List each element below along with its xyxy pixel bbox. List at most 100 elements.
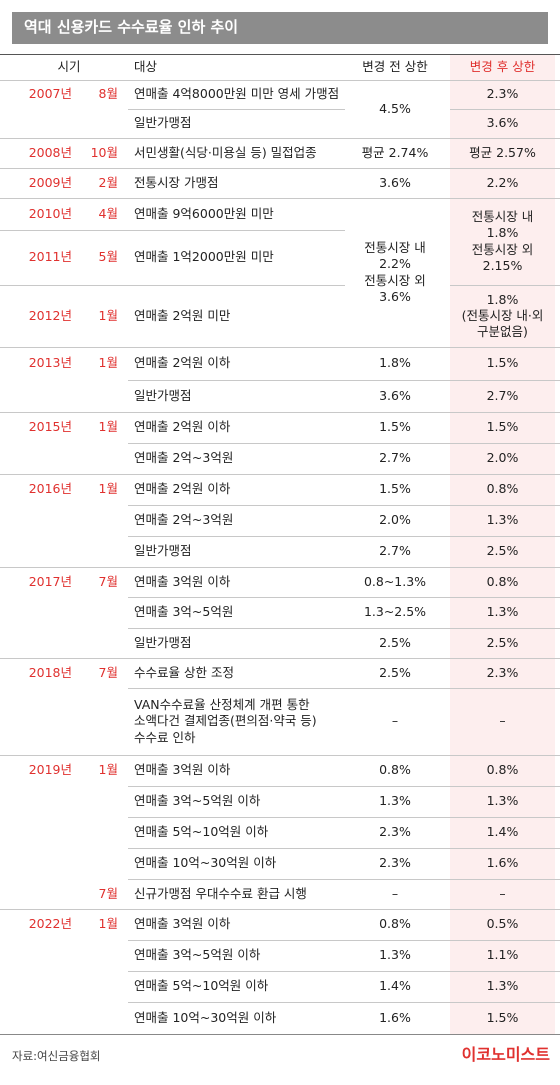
header-cell: 변경 후 상한 bbox=[469, 59, 536, 75]
row-rule bbox=[0, 658, 128, 659]
source: 자료:여신금융협회 bbox=[12, 1048, 101, 1063]
row-rule bbox=[128, 879, 345, 880]
row-rule bbox=[345, 879, 450, 880]
after: 2.0% bbox=[486, 450, 519, 466]
row-rule bbox=[450, 474, 560, 475]
after: 0.8% bbox=[486, 481, 519, 497]
row-rule bbox=[450, 412, 560, 413]
after: 1.3% bbox=[486, 978, 519, 994]
row-rule bbox=[128, 109, 345, 110]
after: 평균 2.57% bbox=[469, 144, 536, 160]
after: 2.5% bbox=[486, 543, 519, 559]
target: 연매출 2억원 이하 bbox=[134, 355, 231, 371]
row-rule bbox=[128, 168, 345, 169]
row-rule bbox=[450, 971, 560, 972]
row-rule bbox=[450, 285, 560, 286]
row-rule bbox=[345, 597, 450, 598]
row-rule bbox=[450, 688, 560, 689]
row-rule bbox=[345, 971, 450, 972]
target: 연매출 5억~10억원 이하 bbox=[134, 978, 269, 994]
month: 10월 bbox=[90, 144, 118, 160]
row-rule bbox=[345, 848, 450, 849]
year: 2007년 bbox=[28, 86, 72, 102]
row-rule bbox=[345, 817, 450, 818]
row-rule bbox=[128, 597, 345, 598]
row-rule bbox=[345, 443, 450, 444]
after: 1.5% bbox=[486, 419, 519, 435]
target: 전통시장 가맹점 bbox=[134, 174, 219, 190]
row-rule bbox=[128, 567, 345, 568]
row-rule bbox=[0, 138, 128, 139]
row-rule bbox=[450, 597, 560, 598]
row-rule bbox=[345, 138, 450, 139]
top-rule bbox=[0, 54, 560, 55]
title-bar bbox=[12, 12, 548, 44]
row-rule bbox=[128, 380, 345, 381]
month: 7월 bbox=[98, 573, 118, 589]
before: 1.5% bbox=[379, 481, 411, 497]
target: 서민생활(식당·미용실 등) 밀접업종 bbox=[134, 144, 317, 160]
month: 5월 bbox=[98, 249, 118, 265]
year: 2022년 bbox=[28, 916, 72, 932]
row-rule bbox=[450, 168, 560, 169]
before: 3.6% bbox=[379, 174, 411, 190]
before: 4.5% bbox=[379, 100, 411, 116]
before: – bbox=[391, 713, 399, 729]
before: 1.4% bbox=[379, 978, 411, 994]
row-rule bbox=[345, 786, 450, 787]
row-rule bbox=[450, 138, 560, 139]
before: 2.3% bbox=[379, 824, 411, 840]
before: 2.3% bbox=[379, 855, 411, 871]
target: 연매출 3억~5억원 이하 bbox=[134, 793, 261, 809]
after: 0.8% bbox=[486, 573, 519, 589]
row-rule bbox=[128, 412, 345, 413]
row-rule bbox=[0, 285, 128, 286]
after: 1.5% bbox=[486, 355, 519, 371]
row-rule bbox=[450, 1002, 560, 1003]
after: 2.3% bbox=[486, 664, 519, 680]
before: 0.8% bbox=[379, 762, 411, 778]
row-rule bbox=[450, 443, 560, 444]
target: 일반가맹점 bbox=[134, 543, 192, 559]
target: 신규가맹점 우대수수료 환급 시행 bbox=[134, 885, 307, 901]
target: 연매출 2억원 이하 bbox=[134, 481, 231, 497]
header-cell: 시기 bbox=[57, 59, 81, 75]
before: 0.8~1.3% bbox=[363, 573, 427, 589]
row-rule bbox=[450, 940, 560, 941]
target: 연매출 5억~10억원 이하 bbox=[134, 824, 269, 840]
after: 1.8% (전통시장 내·외 구분없음) bbox=[461, 291, 544, 340]
row-rule bbox=[345, 536, 450, 537]
year: 2012년 bbox=[28, 307, 72, 323]
before: 1.5% bbox=[379, 419, 411, 435]
target: 연매출 2억~3억원 bbox=[134, 512, 234, 528]
target: 수수료율 상한 조정 bbox=[134, 664, 234, 680]
after: 1.3% bbox=[486, 604, 519, 620]
after: 2.3% bbox=[486, 86, 519, 102]
row-rule bbox=[0, 198, 128, 199]
month: 1월 bbox=[98, 916, 118, 932]
row-rule bbox=[450, 909, 560, 910]
row-rule bbox=[345, 1002, 450, 1003]
row-rule bbox=[345, 168, 450, 169]
year: 2018년 bbox=[28, 664, 72, 680]
before: 3.6% bbox=[379, 387, 411, 403]
row-rule bbox=[128, 138, 345, 139]
row-rule bbox=[450, 347, 560, 348]
row-rule bbox=[450, 536, 560, 537]
before: 2.5% bbox=[379, 664, 411, 680]
after: 1.5% bbox=[486, 1009, 519, 1025]
row-rule bbox=[128, 786, 345, 787]
month: 1월 bbox=[98, 481, 118, 497]
row-rule bbox=[0, 412, 128, 413]
row-rule bbox=[345, 412, 450, 413]
month: 1월 bbox=[98, 762, 118, 778]
row-rule bbox=[0, 755, 128, 756]
row-rule bbox=[345, 474, 450, 475]
year: 2015년 bbox=[28, 419, 72, 435]
row-rule bbox=[345, 347, 450, 348]
row-rule bbox=[0, 567, 128, 568]
row-rule bbox=[345, 628, 450, 629]
row-rule bbox=[345, 567, 450, 568]
row-rule bbox=[128, 285, 345, 286]
